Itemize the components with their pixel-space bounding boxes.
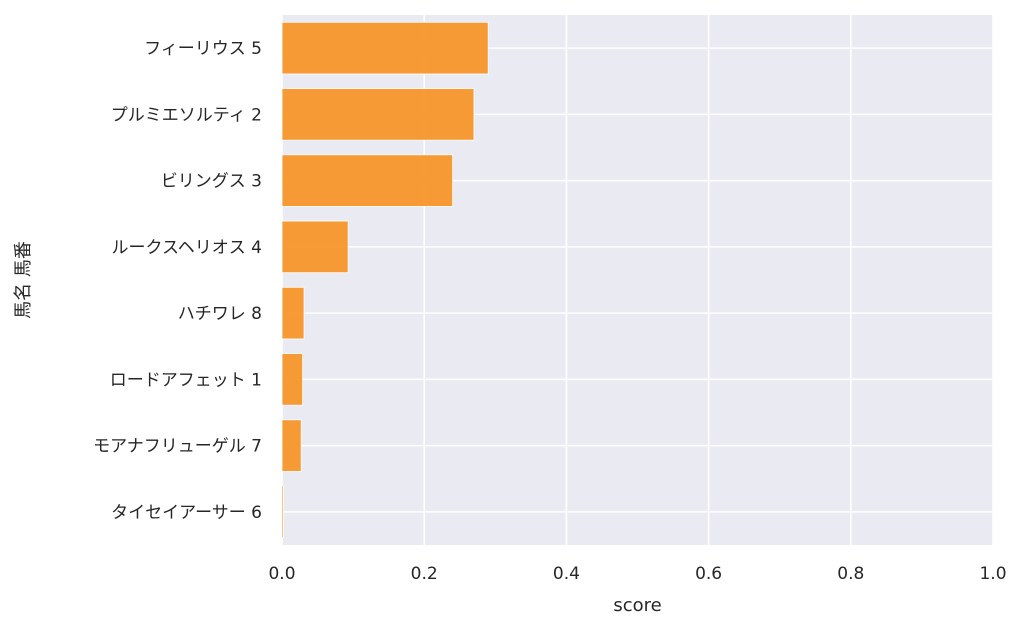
category-label: ルークスヘリオス 4 [111,238,262,258]
category-label: ロードアフェット 1 [110,370,262,390]
bar [281,220,349,274]
category-label: タイセイアーサー 6 [111,503,262,523]
x-tick-label: 0.8 [837,564,864,584]
x-tick-label: 0.2 [411,564,438,584]
x-tick-label: 0.6 [695,564,722,584]
x-tick-label: 1.0 [979,564,1006,584]
x-tick-labels: 0.0 0.2 0.4 0.6 0.8 1.0 [268,564,1006,584]
category-label: ビリングス 3 [161,172,262,192]
y-axis-label: 馬名 馬番 [13,241,34,319]
category-label: プルミエソルティ 2 [111,105,262,125]
bar [281,154,454,207]
bar [281,485,284,539]
bar [281,88,475,141]
category-label: ハチワレ 8 [178,304,262,324]
bar [281,21,489,75]
x-axis-label: score [613,595,661,616]
bars [281,21,489,539]
category-label: モアナフリューゲル 7 [93,437,262,457]
bar [281,419,302,472]
category-labels: フィーリウス 5 プルミエソルティ 2 ビリングス 3 ルークスヘリオス 4 ハチワレ … [93,39,262,523]
x-tick-label: 0.0 [268,564,295,584]
x-tick-label: 0.4 [553,564,580,584]
bar [281,353,304,406]
bar [281,286,305,340]
category-label: フィーリウス 5 [144,39,262,59]
